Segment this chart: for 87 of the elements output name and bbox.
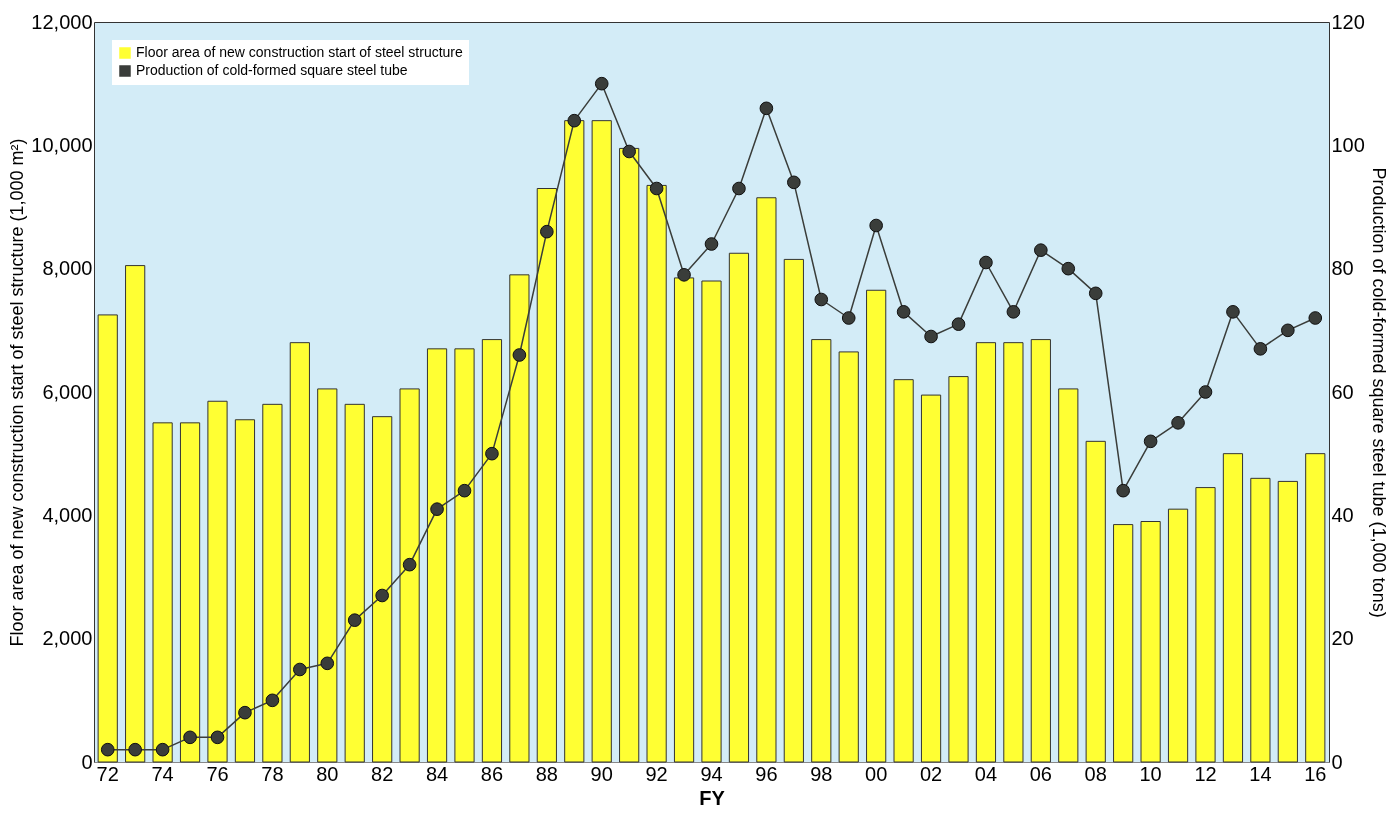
- y2-tick-label: 60: [1331, 380, 1354, 403]
- point: [1143, 434, 1158, 449]
- legend-label: Production of cold-formed square steel tube: [136, 62, 408, 78]
- point: [485, 446, 499, 461]
- point: [457, 483, 472, 498]
- y-tick-label: 0: [81, 750, 93, 773]
- y2-axis-title: Production of cold-formed square steel tube (1,000 tons): [1368, 167, 1389, 618]
- point: [841, 311, 856, 325]
- point: [265, 693, 280, 708]
- y-tick-label: 2,000: [42, 627, 93, 650]
- point: [787, 175, 801, 190]
- point: [320, 656, 335, 671]
- y2-tick-label: 40: [1331, 503, 1354, 526]
- y-tick-label: 10,000: [31, 133, 93, 156]
- point: [677, 268, 691, 282]
- x-tick-label: 74: [151, 762, 174, 785]
- point: [1006, 305, 1021, 319]
- y-tick-label: 12,000: [31, 10, 93, 33]
- y-tick-label: 8,000: [42, 257, 93, 280]
- point: [1034, 243, 1048, 257]
- point: [210, 730, 225, 745]
- point: [540, 224, 554, 239]
- x-tick-label: 90: [590, 762, 613, 785]
- point: [759, 101, 774, 116]
- x-tick-label: 98: [810, 762, 833, 785]
- point: [1281, 323, 1295, 338]
- point: [869, 218, 883, 233]
- point: [896, 305, 911, 319]
- point: [594, 76, 609, 91]
- x-tick-label: 16: [1304, 762, 1327, 785]
- point: [951, 317, 966, 331]
- x-tick-label: 08: [1084, 762, 1107, 785]
- y2-tick-label: 100: [1331, 133, 1365, 156]
- point: [732, 181, 746, 196]
- y2-tick-label: 80: [1331, 257, 1354, 280]
- x-tick-label: 88: [535, 762, 558, 785]
- point: [1308, 311, 1323, 325]
- point: [814, 292, 829, 307]
- legend-label: Floor area of new construction start of steel structure: [136, 44, 464, 60]
- point: [979, 255, 993, 270]
- point: [430, 502, 444, 516]
- point: [924, 329, 938, 344]
- x-tick-label: 96: [755, 762, 778, 785]
- point: [649, 181, 664, 196]
- x-tick-label: 80: [316, 762, 339, 785]
- point: [293, 662, 307, 677]
- point: [512, 348, 527, 362]
- x-tick-label: 72: [96, 762, 119, 785]
- point: [402, 557, 417, 572]
- point: [1226, 305, 1240, 319]
- x-tick-label: 94: [700, 762, 723, 785]
- x-tick-label: 06: [1029, 762, 1052, 785]
- y2-tick-label: 120: [1331, 10, 1365, 33]
- point: [347, 613, 362, 627]
- point: [1171, 416, 1185, 430]
- x-tick-label: 78: [261, 762, 284, 785]
- x-tick-label: 84: [425, 762, 449, 785]
- x-tick-label: 92: [645, 762, 668, 785]
- point: [704, 237, 719, 251]
- x-tick-label: 00: [865, 762, 888, 785]
- x-tick-label: 12: [1194, 762, 1217, 785]
- point: [238, 705, 252, 720]
- point: [183, 730, 197, 745]
- point: [128, 742, 142, 757]
- x-tick-label: 02: [919, 762, 943, 785]
- x-tick-label: 82: [371, 762, 394, 785]
- point: [622, 144, 636, 159]
- point: [1088, 286, 1103, 301]
- point: [1116, 483, 1130, 498]
- point: [375, 588, 389, 603]
- y2-tick-label: 0: [1331, 750, 1343, 773]
- point: [100, 742, 115, 757]
- y-tick-label: 6,000: [42, 380, 93, 403]
- y2-tick-label: 20: [1331, 627, 1354, 650]
- point: [1253, 342, 1268, 356]
- point: [155, 742, 170, 757]
- y-tick-label: 4,000: [42, 503, 93, 526]
- point: [567, 113, 582, 128]
- point: [1198, 385, 1213, 399]
- x-tick-label: 10: [1139, 762, 1162, 785]
- point: [1061, 261, 1076, 276]
- x-tick-label: 76: [206, 762, 229, 785]
- y-axis-title: Floor area of new construction start of steel structure (1,000 m²): [7, 138, 28, 647]
- x-axis-title: FY: [699, 786, 726, 809]
- x-tick-label: 14: [1249, 762, 1272, 785]
- x-tick-label: 04: [974, 762, 998, 785]
- x-tick-label: 86: [480, 762, 504, 785]
